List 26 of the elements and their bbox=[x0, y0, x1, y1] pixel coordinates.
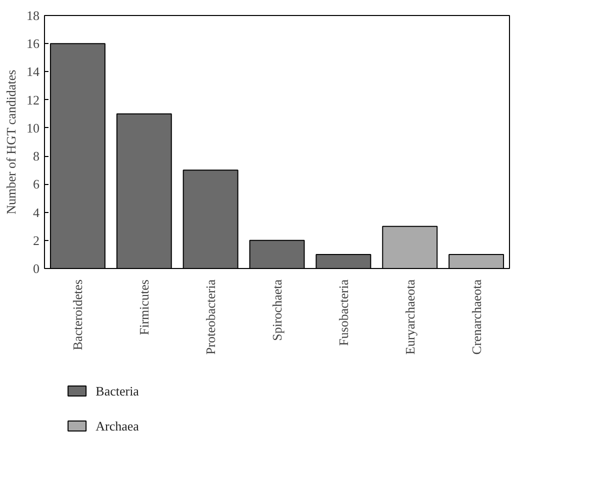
y-tick-label: 10 bbox=[26, 120, 40, 136]
y-tick-label: 4 bbox=[33, 204, 40, 220]
legend-label: Bacteria bbox=[96, 384, 140, 398]
x-tick-label: Crenarchaeota bbox=[468, 279, 484, 355]
y-tick-label: 0 bbox=[33, 261, 40, 276]
y-tick-label: 14 bbox=[26, 64, 40, 80]
y-tick-label: 16 bbox=[26, 36, 40, 52]
y-tick-label: 2 bbox=[33, 232, 40, 248]
x-tick-label: Firmicutes bbox=[136, 279, 152, 336]
bar bbox=[382, 226, 438, 268]
x-tick-label: Fusobacteria bbox=[336, 279, 351, 346]
y-tick-label: 8 bbox=[33, 148, 40, 164]
bar bbox=[316, 254, 372, 268]
y-tick-label: 6 bbox=[33, 176, 40, 192]
x-tick-label: Proteobacteria bbox=[203, 279, 218, 355]
bar bbox=[448, 254, 504, 268]
y-tick-label: 18 bbox=[26, 8, 40, 23]
legend-label: Archaea bbox=[96, 418, 140, 434]
bar bbox=[116, 113, 172, 268]
x-tick-label: Spirochaeta bbox=[270, 279, 284, 341]
y-tick-label: 12 bbox=[26, 92, 40, 108]
x-tick-label: Euryarchaeota bbox=[402, 279, 418, 355]
x-tick-label: Bacteroidetes bbox=[70, 279, 86, 350]
bar bbox=[182, 170, 238, 268]
bar bbox=[249, 240, 305, 268]
y-axis-title: Number of HGT candidates bbox=[4, 70, 18, 214]
